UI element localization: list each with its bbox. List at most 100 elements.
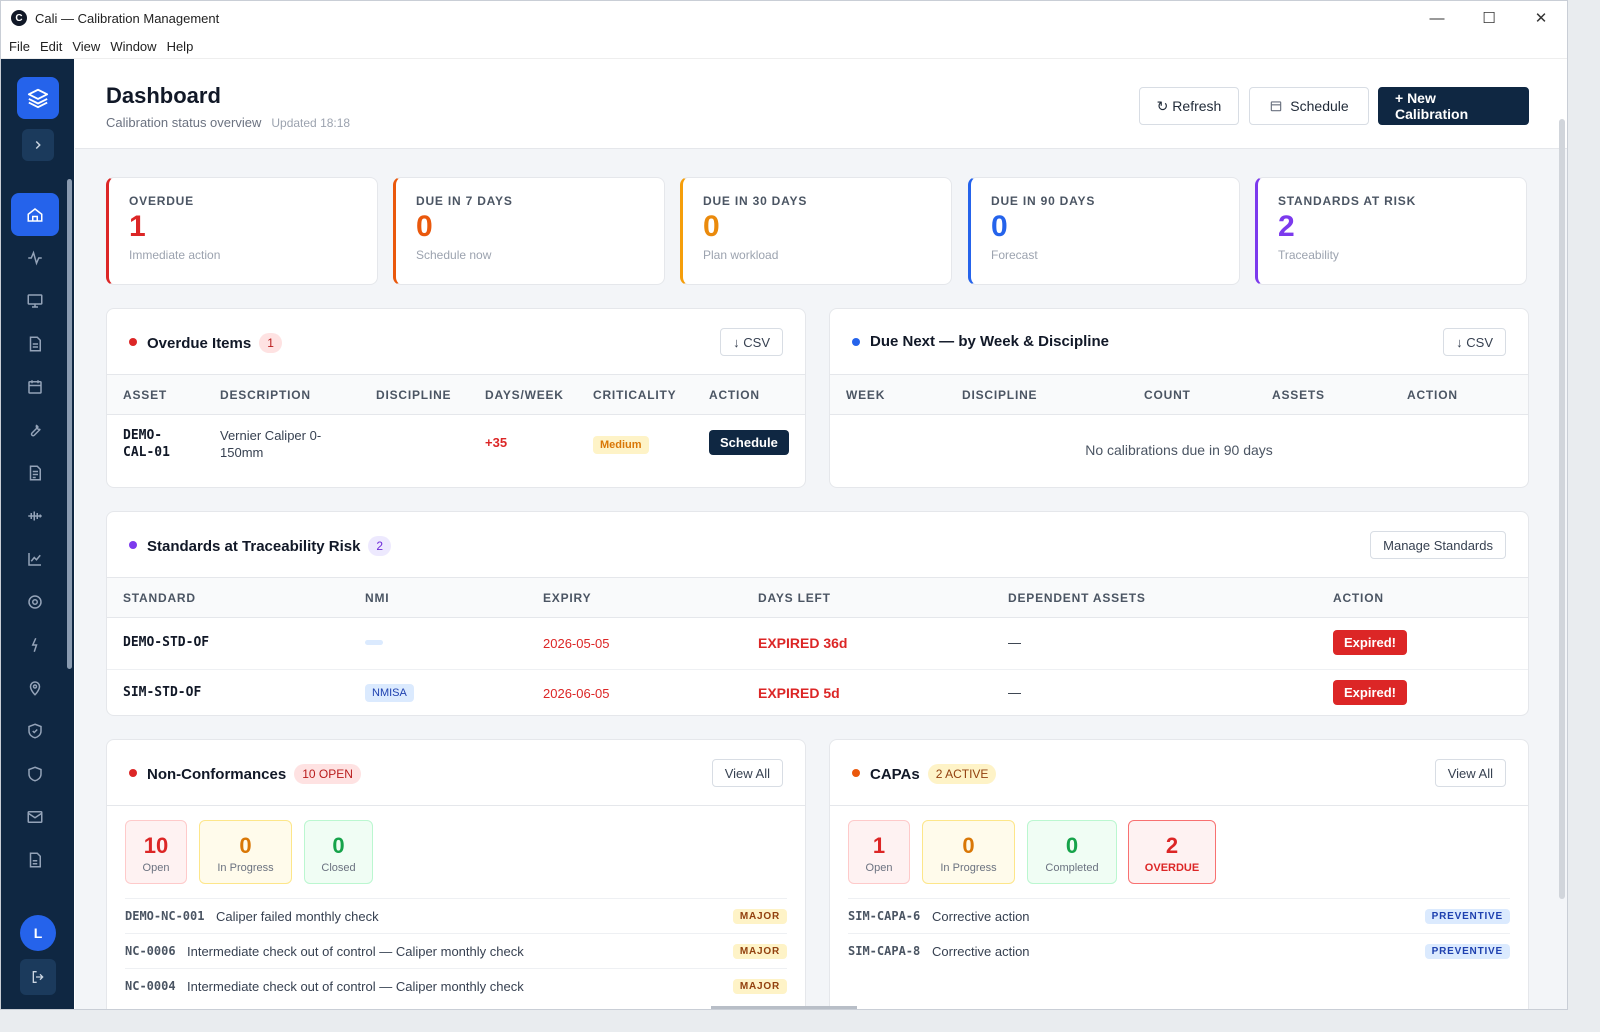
view-all-button[interactable]: View All: [1434, 759, 1506, 787]
col-criticality[interactable]: CRITICALITY: [593, 388, 677, 402]
menu-file[interactable]: File: [9, 39, 30, 54]
manage-standards-button[interactable]: Manage Standards: [1370, 531, 1506, 559]
count-open[interactable]: 1 Open: [848, 820, 910, 884]
stat-value: 0: [703, 210, 720, 243]
col-days-left[interactable]: DAYS LEFT: [758, 591, 831, 605]
menu-edit[interactable]: Edit: [39, 39, 63, 54]
stat-card-standards-risk[interactable]: STANDARDS AT RISK 2 Traceability: [1255, 177, 1527, 285]
main-scrollbar[interactable]: [1559, 119, 1565, 899]
count-badge: 2: [368, 536, 392, 556]
export-csv-button[interactable]: ↓ CSV: [1443, 328, 1506, 356]
nav-pulse-icon[interactable]: [11, 623, 59, 666]
stat-card-due-7[interactable]: DUE IN 7 DAYS 0 Schedule now: [393, 177, 665, 285]
status-dot: [129, 338, 137, 346]
col-count[interactable]: COUNT: [1144, 388, 1191, 402]
menu-bar: File Edit View Window Help: [1, 35, 1567, 59]
nav-file-icon[interactable]: [11, 838, 59, 881]
nav-activity-icon[interactable]: [11, 236, 59, 279]
row-divider: [107, 669, 1528, 670]
count-in-progress[interactable]: 0 In Progress: [922, 820, 1015, 884]
nav-home-icon[interactable]: [11, 193, 59, 236]
user-avatar[interactable]: L: [20, 915, 56, 951]
sidebar: L: [1, 59, 74, 1009]
col-week[interactable]: WEEK: [846, 388, 886, 402]
col-discipline[interactable]: DISCIPLINE: [962, 388, 1038, 402]
col-nmi[interactable]: NMI: [365, 591, 390, 605]
expand-sidebar-button[interactable]: [22, 129, 54, 161]
open-badge: 10 OPEN: [294, 764, 361, 784]
nav-monitor-icon[interactable]: [11, 279, 59, 322]
maximize-button[interactable]: ☐: [1482, 10, 1496, 27]
menu-window[interactable]: Window: [110, 39, 157, 54]
stat-value: 2: [1278, 210, 1295, 243]
nav-target-icon[interactable]: [11, 580, 59, 623]
nav-waveform-icon[interactable]: [11, 494, 59, 537]
nav-shield-icon[interactable]: [11, 752, 59, 795]
nav-location-icon[interactable]: [11, 666, 59, 709]
col-dependent-assets[interactable]: DEPENDENT ASSETS: [1008, 591, 1146, 605]
col-action[interactable]: ACTION: [1407, 388, 1458, 402]
list-item[interactable]: NC-0006 Intermediate check out of control…: [125, 933, 787, 968]
col-days-week[interactable]: DAYS/WEEK: [485, 388, 564, 402]
col-expiry[interactable]: EXPIRY: [543, 591, 592, 605]
expiry-date: 2026-06-05: [543, 686, 610, 701]
count-badge: 1: [259, 333, 282, 353]
asset-description: Vernier Caliper 0- 150mm: [220, 428, 322, 460]
expired-button[interactable]: Expired!: [1333, 680, 1408, 705]
panel-title: Standards at Traceability Risk 2: [147, 536, 392, 556]
col-description[interactable]: DESCRIPTION: [220, 388, 311, 402]
col-asset[interactable]: ASSET: [123, 388, 168, 402]
layers-logo-icon[interactable]: [17, 77, 59, 119]
nav-mail-icon[interactable]: [11, 795, 59, 838]
status-dot: [129, 541, 137, 549]
panel-title: Non-Conformances 10 OPEN: [147, 764, 361, 784]
col-discipline[interactable]: DISCIPLINE: [376, 388, 452, 402]
horizontal-scrollbar[interactable]: [711, 1006, 857, 1009]
count-closed[interactable]: 0 Closed: [304, 820, 373, 884]
nav-shield-check-icon[interactable]: [11, 709, 59, 752]
view-all-button[interactable]: View All: [711, 759, 783, 787]
expiry-date: 2026-05-05: [543, 636, 610, 651]
standard-id: SIM-STD-OF: [123, 685, 202, 700]
menu-view[interactable]: View: [72, 39, 101, 54]
panel-title: Due Next — by Week & Discipline: [870, 333, 1109, 350]
list-item[interactable]: DEMO-NC-001 Caliper failed monthly check M…: [125, 898, 787, 933]
new-calibration-button[interactable]: + New Calibration: [1378, 87, 1529, 125]
schedule-button[interactable]: Schedule: [1249, 87, 1369, 125]
stat-sub: Plan workload: [703, 248, 779, 262]
page-header: Dashboard Calibration status overview Upd…: [75, 59, 1567, 149]
col-action[interactable]: ACTION: [1333, 591, 1384, 605]
list-item[interactable]: SIM-CAPA-8 Corrective action PREVENTIVE: [848, 933, 1510, 968]
nav-chart-icon[interactable]: [11, 537, 59, 580]
schedule-row-button[interactable]: Schedule: [709, 430, 789, 455]
sidebar-scrollbar[interactable]: [67, 179, 72, 669]
type-tag: PREVENTIVE: [1424, 909, 1510, 924]
stat-card-due-90[interactable]: DUE IN 90 DAYS 0 Forecast: [968, 177, 1240, 285]
stat-label: DUE IN 90 DAYS: [991, 194, 1096, 208]
list-item[interactable]: NC-0004 Intermediate check out of control…: [125, 968, 787, 1003]
count-in-progress[interactable]: 0 In Progress: [199, 820, 292, 884]
stat-card-due-30[interactable]: DUE IN 30 DAYS 0 Plan workload: [680, 177, 952, 285]
minimize-button[interactable]: —: [1429, 9, 1445, 27]
nav-wrench-icon[interactable]: [11, 408, 59, 451]
export-csv-button[interactable]: ↓ CSV: [720, 328, 783, 356]
count-open[interactable]: 10 Open: [125, 820, 187, 884]
severity-tag: MAJOR: [732, 979, 787, 994]
expired-button[interactable]: Expired!: [1333, 630, 1408, 655]
nav-document-icon[interactable]: [11, 322, 59, 365]
stat-card-overdue[interactable]: OVERDUE 1 Immediate action: [106, 177, 378, 285]
col-assets[interactable]: ASSETS: [1272, 388, 1325, 402]
refresh-button[interactable]: ↻ Refresh: [1139, 87, 1239, 125]
logout-icon[interactable]: [20, 959, 56, 995]
nav-calendar-icon[interactable]: [11, 365, 59, 408]
nav-report-icon[interactable]: [11, 451, 59, 494]
menu-help[interactable]: Help: [166, 39, 194, 54]
severity-tag: MAJOR: [732, 909, 787, 924]
col-action[interactable]: ACTION: [709, 388, 760, 402]
list-item[interactable]: SIM-CAPA-6 Corrective action PREVENTIVE: [848, 898, 1510, 933]
close-button[interactable]: ✕: [1534, 10, 1548, 27]
col-standard[interactable]: STANDARD: [123, 591, 196, 605]
stat-sub: Traceability: [1278, 248, 1339, 262]
count-overdue[interactable]: 2 OVERDUE: [1128, 820, 1216, 884]
count-completed[interactable]: 0 Completed: [1027, 820, 1117, 884]
